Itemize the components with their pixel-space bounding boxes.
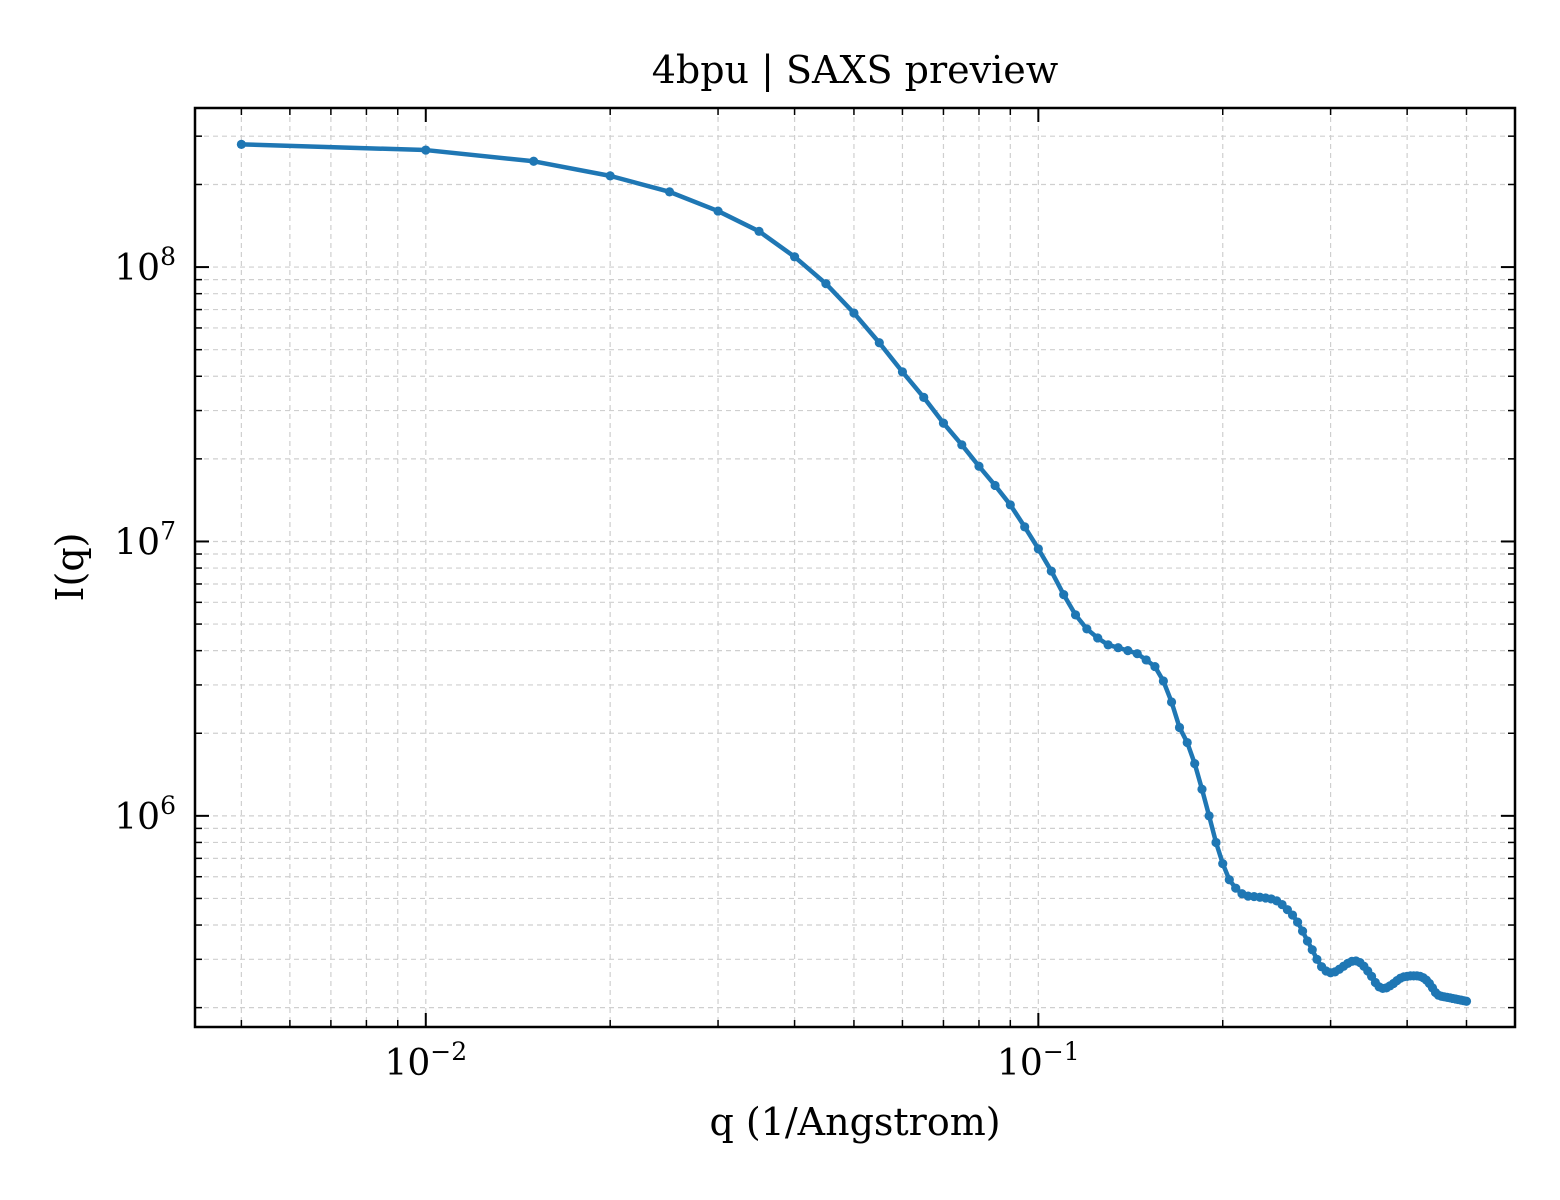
data-point <box>1005 500 1015 510</box>
data-point <box>1158 676 1168 686</box>
x-tick-label: 10−2 <box>384 1037 467 1084</box>
data-point <box>1293 917 1303 927</box>
data-point <box>754 226 764 236</box>
data-point <box>1204 811 1214 821</box>
data-point <box>938 418 949 428</box>
data-point <box>1302 936 1313 946</box>
y-tick-label: 107 <box>114 516 176 563</box>
y-tick-label: 108 <box>114 242 176 289</box>
data-point <box>1093 633 1103 643</box>
data-point <box>874 338 884 348</box>
data-point <box>605 171 615 181</box>
data-point <box>713 206 723 216</box>
data-point <box>1224 875 1234 885</box>
data-point <box>849 308 859 318</box>
data-point <box>1231 883 1241 893</box>
x-axis-label: q (1/Angstrom) <box>709 1100 1000 1144</box>
data-point <box>1103 640 1113 650</box>
y-axis-label: I(q) <box>48 533 92 602</box>
data-point <box>789 252 800 262</box>
chart-title: 4bpu | SAXS preview <box>652 48 1059 92</box>
data-point <box>1312 954 1322 964</box>
grid-lines <box>195 108 1515 1027</box>
data-point <box>1070 610 1081 620</box>
data-point <box>1190 759 1200 769</box>
data-series <box>236 139 1472 1006</box>
data-point <box>664 187 675 197</box>
data-point <box>236 139 246 149</box>
data-point <box>1059 590 1069 600</box>
data-point <box>1166 697 1177 707</box>
tick-labels: 10−2 10−1 106 107 108 <box>114 242 1079 1084</box>
data-point <box>1150 661 1160 672</box>
data-point <box>529 156 539 166</box>
data-point <box>1082 624 1092 634</box>
plot-frame <box>193 106 1517 1029</box>
data-point <box>1307 945 1317 955</box>
x-tick-label: 10−1 <box>997 1037 1080 1084</box>
data-point <box>821 279 831 289</box>
y-tick-label: 106 <box>114 791 176 838</box>
data-point <box>1174 722 1185 733</box>
data-point <box>990 480 1000 491</box>
data-point <box>1123 646 1133 656</box>
data-point <box>1141 655 1151 665</box>
data-point <box>1020 522 1030 532</box>
data-point <box>421 145 431 155</box>
data-point <box>1182 737 1192 748</box>
data-point <box>974 461 984 471</box>
data-point <box>1211 837 1221 848</box>
data-point <box>1132 649 1142 659</box>
data-point <box>897 367 908 377</box>
data-point <box>1113 643 1123 653</box>
data-point <box>1033 544 1043 554</box>
data-point <box>1287 910 1298 920</box>
data-point <box>1297 926 1308 936</box>
data-point <box>957 440 967 450</box>
data-point <box>1046 566 1056 576</box>
data-point <box>1218 858 1228 869</box>
data-point <box>919 392 929 402</box>
data-point <box>1197 784 1207 794</box>
data-point <box>1461 996 1472 1006</box>
